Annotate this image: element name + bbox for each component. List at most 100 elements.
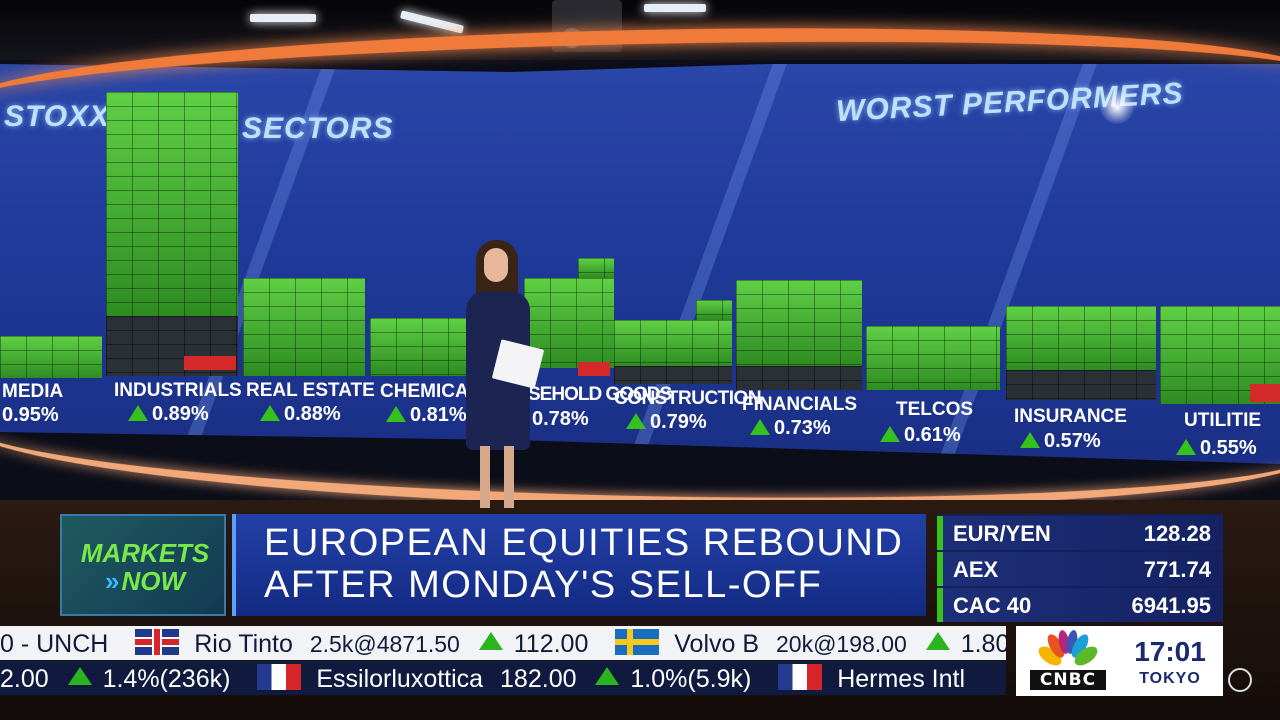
clock-time: 17:01 [1134, 636, 1206, 667]
sector-name-industrials: INDUSTRIALS [114, 380, 242, 401]
up-arrow-icon [128, 405, 148, 421]
presenter-face [484, 248, 508, 282]
france-flag-icon [257, 664, 302, 690]
up-arrow-icon [750, 419, 770, 435]
ticker-change: 1.80 [960, 629, 1006, 658]
quote-row-eur-yen: EUR/YEN 128.28 [937, 516, 1223, 550]
sector-blocks-real-estate [243, 278, 365, 376]
sector-blocks-construction [614, 320, 732, 366]
wall-title-sectors: SECTORS [242, 112, 394, 145]
ticker-name: Hermes Intl [837, 664, 966, 693]
up-arrow-icon [386, 406, 406, 422]
sector-change-media: 0.95% [2, 404, 59, 426]
up-arrow-icon [478, 632, 503, 650]
sector-name-insurance: INSURANCE [1014, 406, 1127, 427]
up-arrow-icon [67, 667, 92, 685]
sector-change-telcos: 0.61% [880, 424, 961, 447]
studio-ceiling [0, 0, 1280, 60]
ticker-lead: 2.00 [0, 664, 49, 693]
sector-name-financials: FINANCIALS [742, 394, 858, 415]
ticker-trade: 2.5k@4871.50 [309, 630, 460, 657]
sector-name-household: SEHOLD GOODS [528, 384, 672, 405]
sector-blocks-chemical [370, 318, 468, 376]
double-chevron-icon: » [104, 566, 120, 596]
france-flag-icon [778, 664, 823, 690]
up-arrow-icon [260, 405, 280, 421]
ticker-trade: 20k@198.00 [776, 630, 907, 657]
sector-name-media: MEDIA [2, 381, 64, 402]
headline-line-2: AFTER MONDAY'S SELL-OFF [264, 564, 823, 606]
ticker-price: 182.00 [500, 664, 577, 693]
quote-name: AEX [953, 557, 999, 582]
sector-change-household: 0.78% [532, 408, 589, 430]
sector-blocks-construction-dark [614, 366, 732, 384]
ticker-track: 2.00 1.4%(236k) Essilorluxottica 182.00 … [0, 664, 975, 694]
clock-city: TOKYO [1139, 670, 1201, 687]
sweden-flag-icon [615, 629, 660, 655]
circle-icon [1228, 668, 1252, 692]
sector-name-real-estate: REAL ESTATE [246, 380, 375, 401]
ticker-track: 0 - UNCH Rio Tinto 2.5k@4871.50 112.00 V… [0, 629, 1006, 659]
up-arrow-icon [1176, 439, 1196, 455]
sector-name-construction: CONSTRUCTION [614, 388, 762, 409]
sector-change-utilities: 0.55% [1176, 437, 1257, 460]
ticker-name: Rio Tinto [194, 629, 293, 658]
presenter [454, 240, 545, 515]
sector-blocks-industrials-red [184, 356, 236, 370]
sector-change-real-estate: 0.88% [260, 403, 341, 426]
cnbc-clock-bug: CNBC 17:01 TOKYO [1016, 626, 1223, 696]
market-quotes-panel: EUR/YEN 128.28 AEX 771.74 CAC 40 6941.95 [937, 514, 1223, 622]
up-arrow-icon [925, 632, 950, 650]
sector-blocks-construction-top [696, 300, 732, 320]
sector-blocks-media [0, 336, 102, 378]
sector-change-chemical: 0.81% [386, 404, 467, 427]
sector-name-telcos: TELCOS [896, 399, 974, 420]
ceiling-light [399, 10, 465, 34]
ticker-lead: 0 - UNCH [0, 629, 109, 658]
quote-row-aex: AEX 771.74 [937, 552, 1223, 586]
ceiling-light [644, 4, 706, 12]
sector-change-industrials: 0.89% [128, 403, 209, 426]
sector-blocks-household-top [578, 258, 614, 278]
sector-name-utilities: UTILITIE [1184, 410, 1262, 431]
uk-flag-icon [135, 629, 180, 655]
sector-change-insurance: 0.57% [1020, 430, 1101, 453]
ticker-change: 112.00 [513, 629, 589, 658]
presenter-leg [504, 446, 514, 508]
up-arrow-icon [1020, 432, 1040, 448]
cnbc-peacock-icon [1032, 630, 1104, 670]
up-arrow-icon [626, 413, 646, 429]
sector-blocks-insurance-dark [1006, 370, 1156, 400]
ceiling-light [250, 14, 316, 22]
sector-blocks-financials-dark [736, 366, 862, 390]
quote-value: 6941.95 [1131, 593, 1211, 618]
ticker-name: Volvo B [674, 629, 760, 658]
stock-ticker-bottom: 2.00 1.4%(236k) Essilorluxottica 182.00 … [0, 661, 1006, 695]
sector-blocks-industrials-dark [106, 316, 238, 376]
stock-ticker-top: 0 - UNCH Rio Tinto 2.5k@4871.50 112.00 V… [0, 626, 1006, 660]
wall-title-stoxx: STOXX [4, 100, 111, 133]
quote-value: 128.28 [1143, 521, 1211, 546]
headline-banner: EUROPEAN EQUITIES REBOUND AFTER MONDAY'S… [232, 514, 926, 616]
sector-blocks-household-red [578, 362, 610, 376]
camera-rig [552, 0, 622, 52]
up-arrow-icon [595, 667, 620, 685]
headline-line-1: EUROPEAN EQUITIES REBOUND [264, 522, 904, 564]
presenter-leg [480, 446, 490, 508]
sector-change-financials: 0.73% [750, 417, 831, 440]
cnbc-wordmark: CNBC [1030, 670, 1106, 690]
sector-blocks-telcos [866, 326, 1000, 390]
ticker-change: 1.4%(236k) [102, 664, 231, 693]
sector-change-construction: 0.79% [626, 411, 707, 434]
sector-blocks-insurance [1006, 306, 1156, 370]
quote-name: CAC 40 [953, 593, 1032, 618]
quote-value: 771.74 [1143, 557, 1211, 582]
markets-now-logo: MARKETS »NOW [60, 514, 226, 616]
sector-blocks-industrials [106, 92, 238, 316]
up-arrow-icon [880, 426, 900, 442]
sector-name-chemical: CHEMICAL [380, 381, 481, 402]
logo-line-markets: MARKETS [80, 538, 210, 568]
ticker-name: Essilorluxottica [316, 664, 484, 693]
light-glare [1100, 90, 1134, 124]
quote-row-cac-40: CAC 40 6941.95 [937, 588, 1223, 622]
